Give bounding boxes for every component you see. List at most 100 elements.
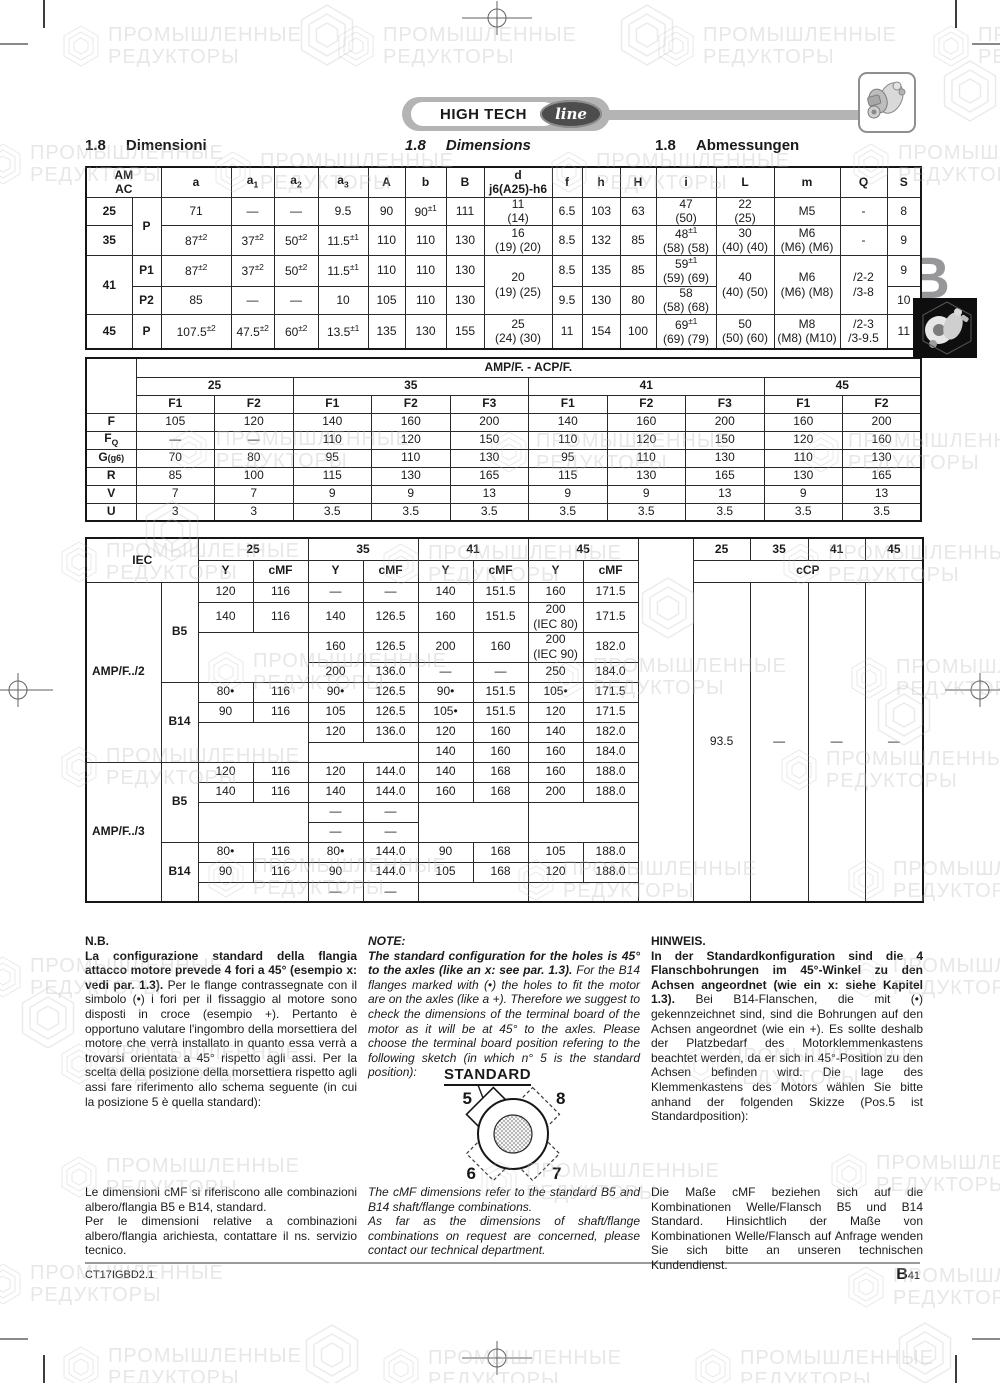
data-cell: 105•	[527, 681, 584, 703]
data-cell: —	[362, 881, 419, 903]
watermark-hexagon	[295, 2, 359, 68]
data-cell: 155	[445, 314, 485, 349]
data-cell: 50±2	[273, 224, 319, 257]
data-cell: 110	[528, 430, 608, 450]
label-cell: P2	[131, 285, 162, 316]
header-cell: 25	[692, 537, 751, 561]
header-cell: F1	[528, 394, 608, 414]
data-cell: M6 (M6) (M8)	[773, 255, 841, 315]
header-cell: 35	[307, 537, 419, 561]
data-cell: —	[307, 881, 364, 903]
data-cell: 115	[528, 466, 608, 486]
header-cell: Y	[197, 559, 254, 583]
data-cell: 184.0	[582, 741, 639, 763]
data-cell: 9	[886, 224, 922, 257]
data-cell: 168	[472, 781, 529, 803]
header-cell: F2	[371, 394, 451, 414]
data-cell: 11 (14)	[483, 196, 553, 226]
data-cell: 120	[417, 721, 474, 743]
data-cell: 9	[528, 484, 608, 504]
footer-rule	[85, 1262, 920, 1264]
data-cell: 140	[417, 581, 474, 603]
data-cell: 151.5	[472, 681, 529, 703]
header-cell: A	[367, 166, 406, 198]
data-cell: 136.0	[362, 661, 419, 683]
data-cell: 13	[842, 484, 922, 504]
data-cell: 160	[527, 581, 584, 603]
header-cell: a1	[230, 166, 275, 198]
brand-line-logo: line	[540, 100, 602, 128]
data-cell: 126.5	[362, 681, 419, 703]
data-cell: 9.5	[551, 285, 583, 316]
data-cell: 130	[763, 466, 843, 486]
data-cell: 100	[214, 466, 294, 486]
data-cell: 250	[527, 661, 584, 683]
label-cell: FQ	[85, 430, 137, 450]
label-cell: G(g6)	[85, 448, 137, 468]
data-cell: —	[807, 581, 866, 903]
data-cell: 160	[472, 741, 529, 763]
note-it-heading: N.B.	[85, 934, 109, 948]
header-cell: cMF	[472, 559, 529, 583]
data-cell: 90	[417, 841, 474, 863]
data-cell: 80	[214, 448, 294, 468]
note-de-heading: HINWEIS.	[651, 934, 706, 948]
header-cell: a2	[273, 166, 319, 198]
label-cell: AMP/F../2	[85, 581, 162, 763]
data-cell	[527, 801, 639, 843]
document-code: CT17IGBD2.1	[85, 1269, 155, 1281]
data-cell: 90±1	[404, 196, 447, 226]
data-cell: 16 (19) (20)	[483, 224, 553, 257]
data-cell: 200	[449, 412, 529, 432]
data-cell: 105•	[417, 701, 474, 723]
header-cell: F2	[606, 394, 686, 414]
registration-mark	[462, 1, 532, 35]
data-cell: 200	[417, 631, 474, 663]
data-cell: 8.5	[551, 255, 583, 287]
data-cell: 110	[763, 448, 843, 468]
header-cell: Y	[417, 559, 474, 583]
data-cell	[527, 881, 639, 903]
data-cell: 3.5	[449, 502, 529, 522]
data-cell: 151.5	[472, 601, 529, 633]
data-cell: -	[839, 224, 888, 257]
data-cell: 47 (50)	[655, 196, 717, 226]
crop-mark	[955, 1355, 957, 1383]
data-cell: 110	[292, 430, 372, 450]
data-cell: 60±2	[273, 314, 319, 349]
data-cell: 100	[619, 314, 657, 349]
note-it: N.B. La configurazione standard della fl…	[85, 934, 357, 1109]
data-cell: —	[307, 801, 364, 823]
data-cell: 140	[417, 761, 474, 783]
section-title-de: 1.8 Abmessungen	[655, 137, 800, 154]
data-cell: 165	[449, 466, 529, 486]
data-cell: 171.5	[582, 581, 639, 603]
data-cell: 69±1 (69) (79)	[655, 314, 717, 349]
data-cell: 3	[135, 502, 215, 522]
data-cell: 130	[449, 448, 529, 468]
header-cell: 41	[528, 376, 765, 396]
data-cell: 116	[252, 581, 309, 603]
section-title-it: 1.8 Dimensioni	[85, 137, 207, 154]
diagram-title: STANDARD	[444, 1066, 532, 1086]
header-cell: F1	[292, 394, 372, 414]
cmf-note-en: The cMF dimensions refer to the standard…	[368, 1185, 640, 1258]
header-cell: b	[404, 166, 447, 198]
label-cell: 25	[85, 196, 133, 226]
data-cell: 126.5	[362, 701, 419, 723]
registration-mark	[462, 1341, 532, 1375]
data-cell: 10	[317, 285, 369, 316]
data-cell: —	[362, 821, 419, 843]
data-cell: 8.5	[551, 224, 583, 257]
data-cell: 140	[292, 412, 372, 432]
data-cell: 80	[619, 285, 657, 316]
header-cell: 45	[864, 537, 924, 561]
data-cell: 120	[307, 761, 364, 783]
data-cell: 3.5	[685, 502, 765, 522]
data-cell: 13	[685, 484, 765, 504]
header-cell: a	[160, 166, 232, 198]
data-cell: 132	[581, 224, 621, 257]
